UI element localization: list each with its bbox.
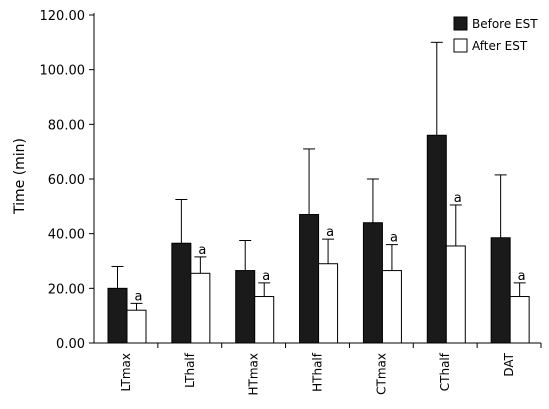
bar-before-est xyxy=(490,237,511,344)
bar-after-est xyxy=(126,309,147,344)
significance-label: a xyxy=(262,269,270,284)
legend-swatch xyxy=(453,16,468,31)
significance-label: a xyxy=(390,231,398,246)
legend-label: After EST xyxy=(472,39,528,53)
y-tick-label: 80.00 xyxy=(48,118,85,133)
y-tick-label: 20.00 xyxy=(48,282,85,297)
y-axis: 0.00 20.00 40.00 60.00 80.00 100.00 120.00 xyxy=(40,9,95,352)
legend-swatch xyxy=(453,38,468,53)
y-tick-label: 40.00 xyxy=(48,228,85,243)
error-bars xyxy=(111,41,526,311)
x-tick-label: DAT xyxy=(502,352,516,376)
bar-before-est xyxy=(235,270,256,344)
x-tick-label: LThalf xyxy=(183,352,197,388)
bar-after-est xyxy=(190,272,211,344)
bar-before-est xyxy=(171,242,192,344)
bar-before-est xyxy=(299,214,320,344)
y-tick-label: 100.00 xyxy=(40,64,86,79)
legend-label: Before EST xyxy=(472,17,538,31)
x-tick-label: CTmax xyxy=(374,353,388,395)
x-axis: LTmax LThalf HTmax HThalf CTmax CThalf DAT xyxy=(94,342,542,396)
x-tick-label: CThalf xyxy=(438,352,452,391)
bar-after-est xyxy=(381,270,402,344)
bar-after-est xyxy=(445,245,466,344)
significance-label: a xyxy=(454,191,462,206)
significance-label: a xyxy=(135,289,143,304)
x-tick-label: HThalf xyxy=(311,352,325,392)
x-tick-label: HTmax xyxy=(247,353,261,396)
y-axis-title: Time (min) xyxy=(12,138,28,215)
bar-before-est xyxy=(107,287,128,344)
bar-after-est xyxy=(509,296,530,344)
significance-label: a xyxy=(326,225,334,240)
significance-label: a xyxy=(518,269,526,284)
y-tick-label: 0.00 xyxy=(56,337,85,352)
legend: Before EST After EST xyxy=(453,16,538,53)
y-tick-label: 60.00 xyxy=(48,173,85,188)
x-tick-label: LTmax xyxy=(119,353,133,392)
significance-labels: a a a a a a a xyxy=(135,191,526,304)
significance-label: a xyxy=(198,243,206,258)
bar-after-est xyxy=(318,263,339,344)
bar-before-est xyxy=(426,134,447,344)
bars xyxy=(107,134,530,344)
bar-after-est xyxy=(254,296,275,344)
y-tick-label: 120.00 xyxy=(40,9,86,24)
bar-before-est xyxy=(362,222,383,344)
